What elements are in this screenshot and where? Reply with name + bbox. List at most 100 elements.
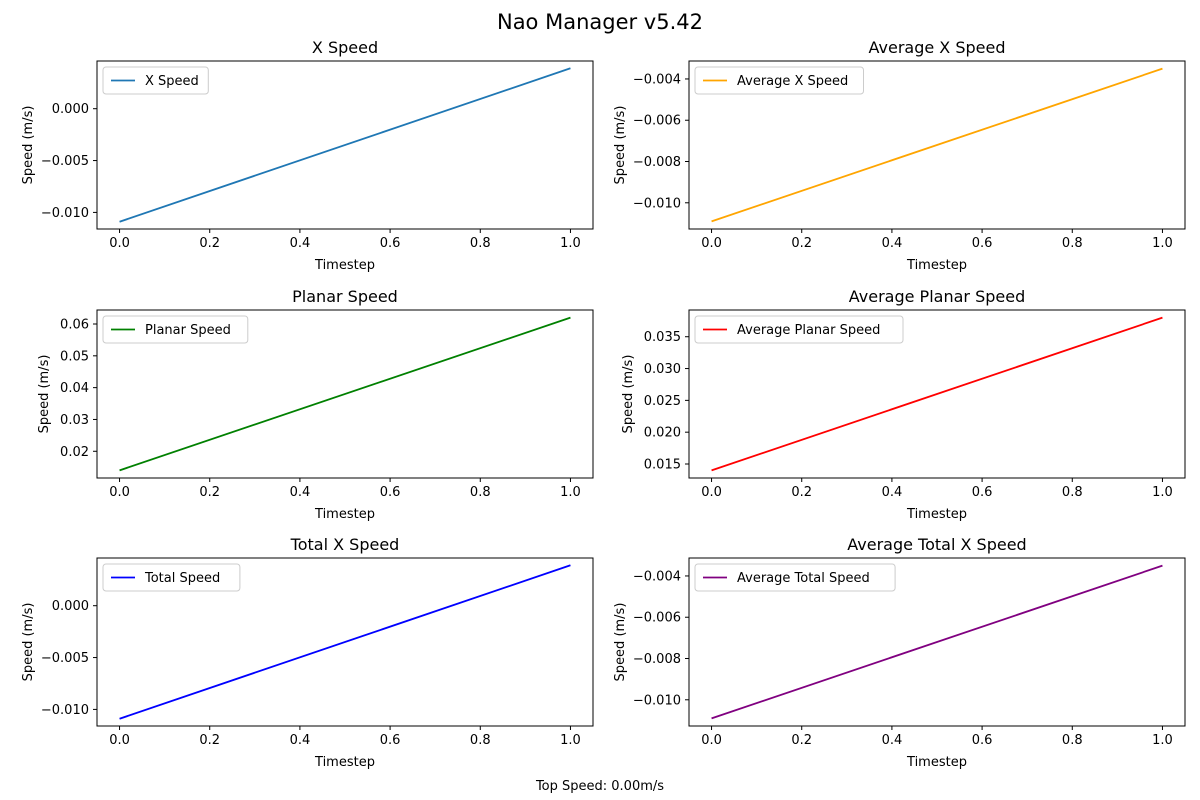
y-tick-label: 0.020 xyxy=(644,426,681,441)
y-axis-label: Speed (m/s) xyxy=(621,355,636,434)
x-tick-label: 1.0 xyxy=(1152,485,1173,500)
y-tick-label: 0.000 xyxy=(52,599,89,614)
axes-frame xyxy=(96,60,594,230)
x-tick-label: 0.2 xyxy=(791,236,812,251)
y-tick-label: −0.005 xyxy=(41,651,89,666)
subplot-title: Average X Speed xyxy=(869,38,1006,57)
x-tick-label: 0.6 xyxy=(380,485,401,500)
subplot-5: Total X Speed 0.0 0.2 0.4 0.6 0.8 1.0 −0.010 −0.… xyxy=(21,535,594,770)
legend: Planar Speed xyxy=(102,315,249,344)
x-tick-label: 1.0 xyxy=(560,236,581,251)
legend-box xyxy=(694,66,864,95)
y-axis-label: Speed (m/s) xyxy=(613,106,628,185)
legend-label: Average Total Speed xyxy=(737,571,870,586)
subplot-title: Planar Speed xyxy=(292,287,398,306)
y-tick-label: −0.010 xyxy=(633,196,681,211)
x-tick-label: 0.4 xyxy=(882,485,903,500)
x-tick-label: 0.2 xyxy=(199,485,220,500)
x-tick-label: 0.0 xyxy=(701,236,722,251)
axes-frame xyxy=(688,60,1186,230)
series-line xyxy=(119,67,571,223)
x-tick-label: 0.8 xyxy=(470,236,491,251)
x-tick-label: 0.6 xyxy=(380,733,401,748)
legend-label: X Speed xyxy=(145,74,199,89)
x-tick-label: 1.0 xyxy=(560,485,581,500)
x-tick-label: 1.0 xyxy=(1152,733,1173,748)
x-tick-label: 0.6 xyxy=(972,485,993,500)
x-axis-label: Timestep xyxy=(314,507,375,522)
legend-box xyxy=(102,66,209,95)
x-axis-label: Timestep xyxy=(314,258,375,273)
legend: Total Speed xyxy=(102,563,241,592)
x-tick-label: 0.4 xyxy=(882,733,903,748)
x-axis-label: Timestep xyxy=(906,507,967,522)
legend-label: Average Planar Speed xyxy=(737,323,880,338)
y-tick-label: −0.010 xyxy=(633,693,681,708)
legend-box xyxy=(102,315,249,344)
subplot-title: Total X Speed xyxy=(290,535,400,554)
x-tick-label: 0.4 xyxy=(290,236,311,251)
legend-box xyxy=(694,563,896,592)
legend: Average Total Speed xyxy=(694,563,896,592)
series-line xyxy=(711,316,1163,472)
series-line xyxy=(119,316,571,472)
x-tick-label: 0.8 xyxy=(1062,733,1083,748)
legend-box xyxy=(102,563,241,592)
axes-frame xyxy=(688,309,1186,479)
y-axis-label: Speed (m/s) xyxy=(21,603,36,682)
y-tick-label: 0.02 xyxy=(60,445,89,460)
y-tick-label: 0.025 xyxy=(644,394,681,409)
x-tick-label: 0.4 xyxy=(882,236,903,251)
x-tick-label: 0.6 xyxy=(380,236,401,251)
y-tick-label: 0.000 xyxy=(52,102,89,117)
y-tick-label: 0.015 xyxy=(644,458,681,473)
subplot-6: Average Total X Speed 0.0 0.2 0.4 0.6 0.8 1.0 −… xyxy=(613,535,1186,770)
x-tick-label: 0.2 xyxy=(791,733,812,748)
axes-frame xyxy=(96,309,594,479)
y-tick-label: −0.010 xyxy=(41,206,89,221)
legend-label: Total Speed xyxy=(144,571,220,586)
x-axis-label: Timestep xyxy=(906,258,967,273)
x-tick-label: 0.2 xyxy=(791,485,812,500)
y-tick-label: 0.030 xyxy=(644,362,681,377)
y-tick-label: −0.006 xyxy=(633,114,681,129)
legend: Average Planar Speed xyxy=(694,315,904,344)
y-axis-label: Speed (m/s) xyxy=(613,603,628,682)
y-axis-label: Speed (m/s) xyxy=(21,106,36,185)
y-tick-label: −0.006 xyxy=(633,611,681,626)
legend: Average X Speed xyxy=(694,66,864,95)
x-tick-label: 0.4 xyxy=(290,733,311,748)
y-tick-label: 0.05 xyxy=(60,349,89,364)
series-line xyxy=(119,564,571,720)
y-tick-label: 0.035 xyxy=(644,330,681,345)
x-tick-label: 0.8 xyxy=(470,733,491,748)
x-tick-label: 0.0 xyxy=(701,733,722,748)
x-tick-label: 0.8 xyxy=(1062,485,1083,500)
legend-label: Average X Speed xyxy=(737,74,848,89)
legend-label: Planar Speed xyxy=(145,323,231,338)
y-tick-label: −0.008 xyxy=(633,155,681,170)
legend-box xyxy=(694,315,904,344)
y-axis-label: Speed (m/s) xyxy=(37,355,52,434)
subplot-title: X Speed xyxy=(312,38,378,57)
y-tick-label: −0.010 xyxy=(41,703,89,718)
top-speed-status: Top Speed: 0.00m/s xyxy=(535,779,665,794)
x-tick-label: 0.0 xyxy=(701,485,722,500)
x-tick-label: 0.6 xyxy=(972,733,993,748)
x-tick-label: 0.4 xyxy=(290,485,311,500)
x-tick-label: 1.0 xyxy=(560,733,581,748)
y-tick-label: −0.008 xyxy=(633,652,681,667)
x-axis-label: Timestep xyxy=(314,755,375,770)
subplot-1: X Speed 0.0 0.2 0.4 0.6 0.8 1.0 −0.010 −0.005 0.0… xyxy=(21,38,594,273)
y-tick-label: 0.06 xyxy=(60,318,89,333)
x-tick-label: 1.0 xyxy=(1152,236,1173,251)
x-tick-label: 0.0 xyxy=(109,733,130,748)
y-tick-label: −0.005 xyxy=(41,154,89,169)
x-tick-label: 0.8 xyxy=(1062,236,1083,251)
x-tick-label: 0.0 xyxy=(109,485,130,500)
subplot-title: Average Planar Speed xyxy=(849,287,1025,306)
x-tick-label: 0.2 xyxy=(199,733,220,748)
axes-frame xyxy=(96,557,594,727)
